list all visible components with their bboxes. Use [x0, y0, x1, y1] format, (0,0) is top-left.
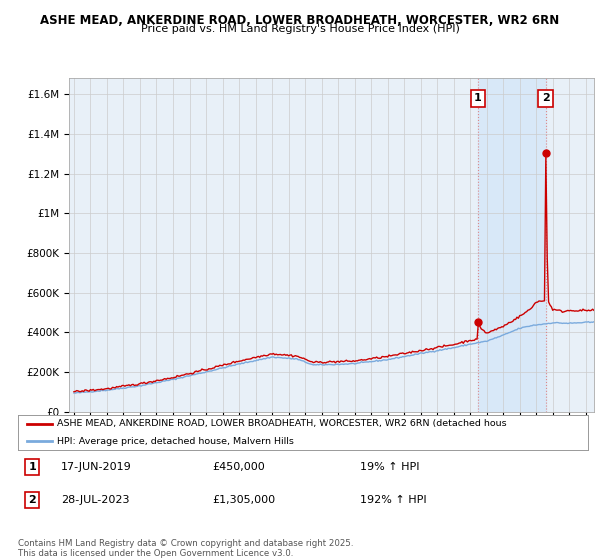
- Text: HPI: Average price, detached house, Malvern Hills: HPI: Average price, detached house, Malv…: [57, 436, 293, 446]
- Text: £450,000: £450,000: [212, 462, 265, 472]
- Text: 19% ↑ HPI: 19% ↑ HPI: [360, 462, 419, 472]
- Text: 192% ↑ HPI: 192% ↑ HPI: [360, 495, 427, 505]
- Text: ASHE MEAD, ANKERDINE ROAD, LOWER BROADHEATH, WORCESTER, WR2 6RN (detached hous: ASHE MEAD, ANKERDINE ROAD, LOWER BROADHE…: [57, 419, 506, 428]
- Text: 2: 2: [28, 495, 36, 505]
- Text: ASHE MEAD, ANKERDINE ROAD, LOWER BROADHEATH, WORCESTER, WR2 6RN: ASHE MEAD, ANKERDINE ROAD, LOWER BROADHE…: [40, 14, 560, 27]
- Bar: [478, 78, 545, 412]
- Text: 1: 1: [28, 462, 36, 472]
- Text: Contains HM Land Registry data © Crown copyright and database right 2025.
This d: Contains HM Land Registry data © Crown c…: [18, 539, 353, 558]
- Text: 2: 2: [542, 93, 550, 103]
- Text: 17-JUN-2019: 17-JUN-2019: [61, 462, 131, 472]
- Text: 28-JUL-2023: 28-JUL-2023: [61, 495, 129, 505]
- Text: 1: 1: [474, 93, 482, 103]
- Text: £1,305,000: £1,305,000: [212, 495, 275, 505]
- Text: Price paid vs. HM Land Registry's House Price Index (HPI): Price paid vs. HM Land Registry's House …: [140, 24, 460, 34]
